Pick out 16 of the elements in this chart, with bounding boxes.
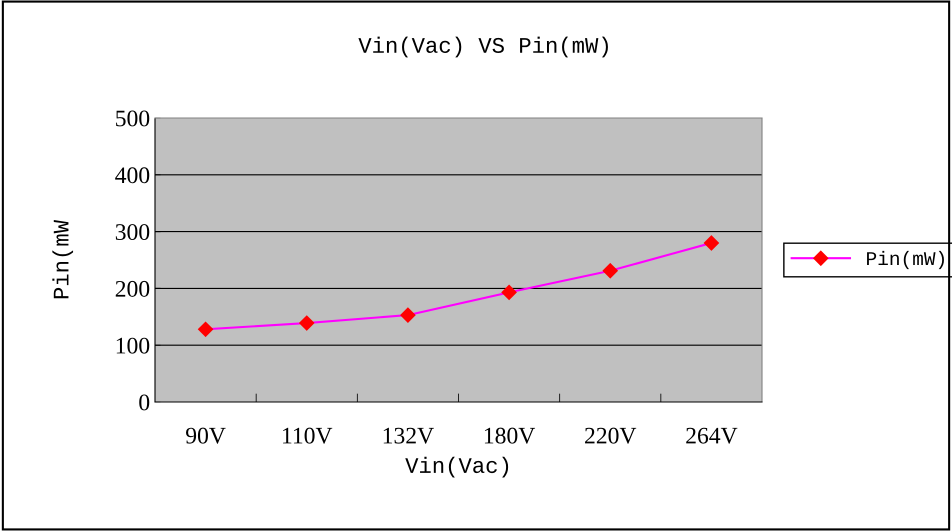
- y-tick-label: 400: [115, 167, 150, 184]
- legend-label: Pin(mW): [867, 250, 944, 270]
- x-tick-label: 132V: [384, 428, 434, 444]
- x-tick-label: 180V: [484, 428, 536, 444]
- x-tick-label: 220V: [585, 428, 636, 444]
- x-tick-label: 264V: [686, 428, 738, 444]
- x-axis-title: Vin(Vac): [405, 456, 508, 478]
- x-tick-label: 90V: [186, 428, 226, 444]
- x-tick-label: 110V: [283, 428, 332, 444]
- chart-title: Vin(Vac) VS Pin(mW): [358, 36, 608, 58]
- y-axis-title: Pin(mW: [52, 220, 74, 298]
- y-tick-label: 500: [116, 110, 150, 126]
- y-tick-label: 200: [116, 280, 150, 297]
- y-tick-label: 100: [116, 338, 150, 354]
- y-tick-label: 0: [139, 394, 150, 410]
- y-tick-label: 300: [116, 224, 150, 240]
